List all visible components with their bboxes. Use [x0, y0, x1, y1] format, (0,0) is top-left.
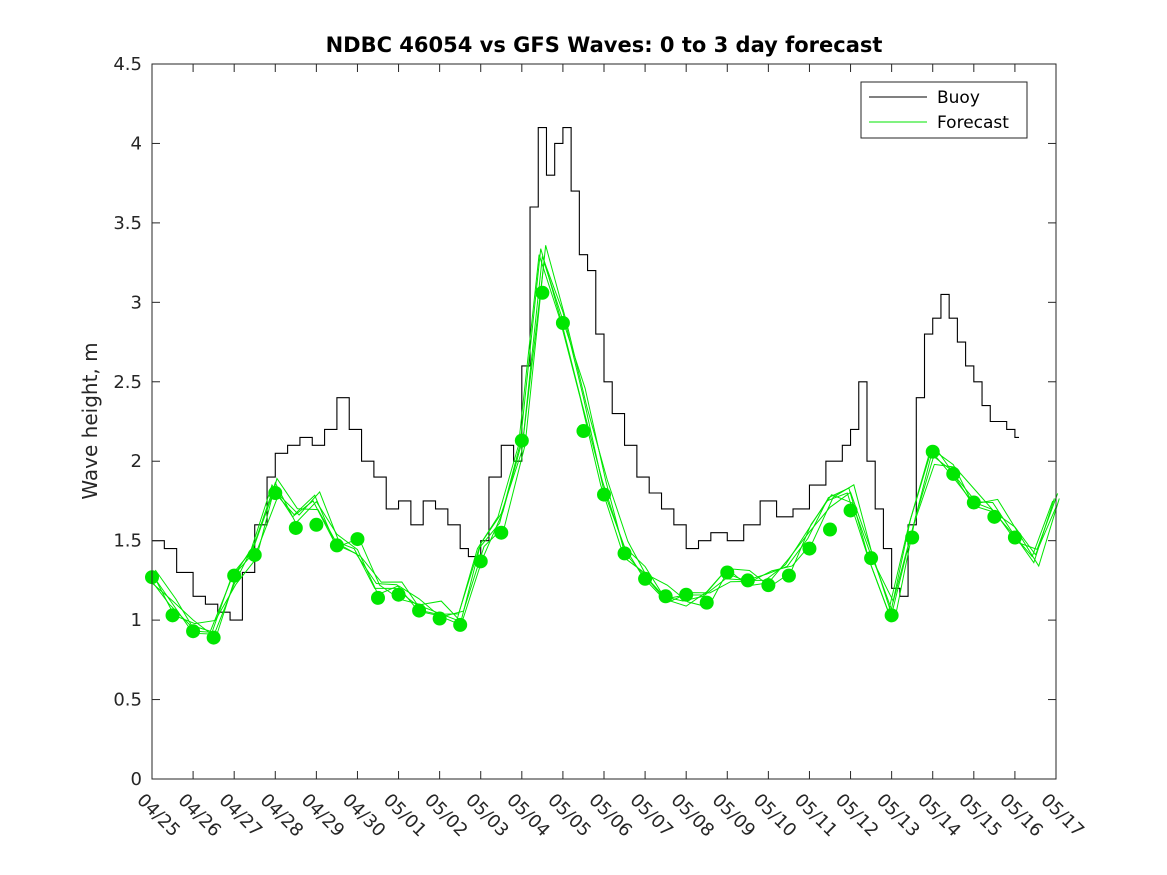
y-axis: 0 0.5 1 1.5 2 2.5 3 3.5 4 4.5 [113, 54, 1056, 790]
y-tick-label: 1 [131, 610, 142, 631]
forecast-marker [905, 530, 920, 545]
y-tick-label: 0 [131, 769, 142, 790]
forecast-marker [946, 466, 961, 481]
y-tick-label: 3 [131, 292, 142, 313]
forecast-series-line [148, 254, 1054, 632]
y-tick-label: 1.5 [113, 531, 142, 552]
y-tick-label: 4.5 [113, 54, 142, 75]
forecast-marker [576, 424, 591, 439]
forecast-marker [329, 538, 344, 553]
forecast-marker [864, 551, 879, 566]
legend-box [860, 81, 1028, 139]
y-axis-label: Wave height, m [78, 342, 102, 499]
forecast-marker [309, 517, 324, 532]
forecast-marker [371, 590, 385, 605]
legend-buoy-label: Buoy [937, 88, 980, 108]
forecast-marker [473, 554, 488, 569]
forecast-series-line [149, 248, 1055, 633]
plot-area [145, 127, 1060, 645]
forecast-marker [288, 520, 303, 535]
forecast-marker [1007, 530, 1022, 545]
forecast-marker [597, 487, 611, 502]
y-tick-label: 2 [131, 451, 142, 472]
forecast-marker [781, 568, 796, 583]
forecast-marker [761, 578, 776, 593]
forecast-marker [555, 315, 570, 330]
legend-forecast-label: Forecast [937, 113, 1009, 133]
forecast-marker [802, 541, 817, 556]
forecast-marker [206, 630, 221, 645]
forecast-marker [186, 624, 201, 639]
forecast-marker [432, 611, 447, 626]
forecast-marker [494, 525, 509, 540]
y-tick-label: 2.5 [113, 372, 142, 393]
buoy-series-line [152, 127, 1020, 621]
y-tick-label: 3.5 [113, 213, 142, 234]
forecast-marker [884, 608, 899, 623]
chart-title: NDBC 46054 vs GFS Waves: 0 to 3 day fore… [326, 33, 883, 57]
y-tick-label: 0.5 [113, 690, 142, 711]
y-tick-label: 4 [131, 133, 142, 154]
forecast-marker [617, 546, 632, 561]
forecast-marker [268, 486, 283, 500]
forecast-marker [638, 571, 653, 586]
forecast-marker [720, 565, 735, 580]
forecast-marker [658, 589, 673, 604]
forecast-marker [987, 509, 1002, 524]
forecast-marker [227, 568, 242, 583]
forecast-marker [165, 608, 180, 623]
forecast-marker [535, 285, 550, 300]
forecast-marker [843, 503, 858, 518]
forecast-marker [679, 587, 694, 602]
forecast-marker [514, 433, 529, 448]
forecast-marker [740, 573, 755, 588]
forecast-marker [391, 587, 406, 602]
forecast-marker [966, 495, 981, 510]
legend: Buoy Forecast [860, 81, 1028, 139]
forecast-marker [247, 547, 262, 562]
forecast-marker [453, 617, 468, 632]
forecast-series-line [154, 245, 1060, 635]
forecast-marker [350, 532, 365, 547]
forecast-marker [823, 522, 837, 537]
forecast-marker [699, 595, 714, 610]
forecast-marker [925, 444, 940, 459]
forecast-marker [412, 603, 427, 618]
